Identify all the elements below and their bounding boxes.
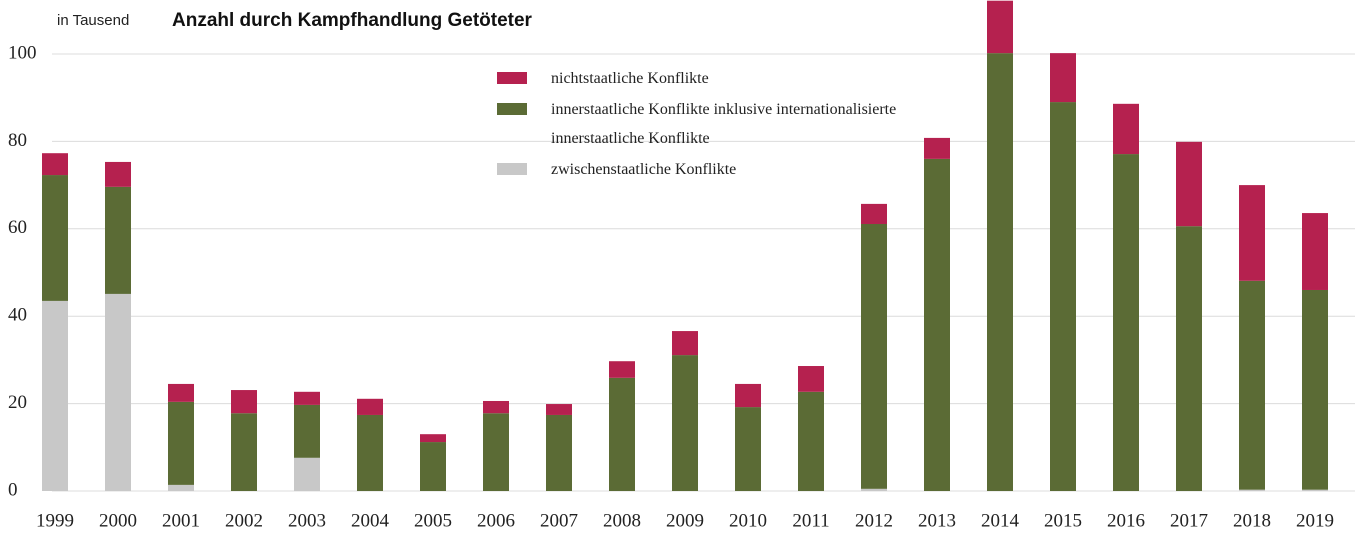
bar-segment [420,442,446,491]
bar-segment [420,434,446,443]
legend: nichtstaatliche Konflikte innerstaatliche… [497,64,931,186]
bar-segment [105,293,131,491]
bar-segment [735,383,761,408]
bar-segment [735,407,761,491]
x-tick-label: 2015 [1044,510,1082,531]
x-tick-label: 2005 [414,510,452,531]
bar-segment [42,153,68,176]
legend-item: nichtstaatliche Konflikte [497,64,931,93]
bar-segment [294,391,320,405]
bar-segment [483,413,509,491]
bar-segment [1176,226,1202,492]
y-tick-label: 60 [8,217,27,238]
bar-segment [168,401,194,485]
x-tick-label: 2016 [1107,510,1145,531]
bar-segment [1113,154,1139,491]
bar-segment [1302,489,1328,491]
legend-label: innerstaatliche Konflikte inklusive inte… [551,101,897,147]
legend-item: innerstaatliche Konflikte inklusive inte… [497,95,931,153]
x-tick-label: 2019 [1296,510,1334,531]
x-tick-label: 2018 [1233,510,1271,531]
x-tick-label: 2004 [351,510,390,531]
chart-title: Anzahl durch Kampfhandlung Getöteter [172,10,533,31]
x-tick-label: 2011 [792,510,829,531]
x-tick-label: 2008 [603,510,641,531]
bar-segment [1050,53,1076,103]
bar-segment [1176,141,1202,227]
bar-segment [987,53,1013,491]
x-tick-label: 1999 [36,510,74,531]
unit-label: in Tausend [57,12,129,29]
legend-label: nichtstaatliche Konflikte [551,70,709,87]
bar-segment [609,377,635,491]
y-tick-label: 20 [8,392,27,413]
bar-segment [672,355,698,491]
bar-segment [546,414,572,491]
bar-segment [1239,489,1265,491]
x-tick-label: 2006 [477,510,515,531]
bar-segment [294,404,320,458]
legend-swatch [497,163,527,175]
bar-segment [924,158,950,491]
bars [42,0,1328,492]
bar-segment [1239,280,1265,490]
bar-segment [1113,103,1139,155]
x-tick-label: 2009 [666,510,704,531]
bar-segment [1302,289,1328,490]
bar-segment [357,414,383,491]
bar-segment [546,404,572,415]
bar-segment [609,361,635,378]
bar-segment [42,175,68,301]
legend-label: zwischenstaatliche Konflikte [551,161,737,178]
x-tick-label: 2002 [225,510,263,531]
y-tick-label: 80 [8,130,27,151]
bar-segment [105,186,131,294]
bar-segment [798,391,824,491]
bar-segment [483,400,509,414]
legend-swatch [497,72,527,84]
bar-segment [105,161,131,187]
x-tick-label: 2017 [1170,510,1208,531]
bar-segment [861,488,887,491]
x-tick-label: 2001 [162,510,200,531]
legend-swatch [497,103,527,115]
bar-segment [168,383,194,402]
bar-segment [168,484,194,491]
bar-segment [987,0,1013,54]
bar-segment [231,413,257,491]
bar-segment [672,331,698,356]
bar-segment [798,366,824,392]
bar-segment [861,223,887,489]
y-tick-label: 100 [8,42,37,63]
bar-segment [861,203,887,224]
x-tick-label: 2007 [540,510,578,531]
x-tick-label: 2010 [729,510,767,531]
bar-segment [231,390,257,414]
bar-segment [1239,185,1265,281]
x-tick-label: 2013 [918,510,956,531]
bar-segment [294,457,320,491]
x-tick-label: 2000 [99,510,137,531]
bar-segment [357,398,383,415]
legend-item: zwischenstaatliche Konflikte [497,155,931,184]
bar-segment [1050,102,1076,491]
bar-segment [1302,213,1328,290]
x-tick-label: 2012 [855,510,893,531]
y-tick-label: 0 [8,479,18,500]
bar-segment [42,300,68,491]
x-tick-label: 2014 [981,510,1020,531]
y-tick-label: 40 [8,305,27,326]
bar-segment [924,137,950,159]
x-tick-label: 2003 [288,510,326,531]
